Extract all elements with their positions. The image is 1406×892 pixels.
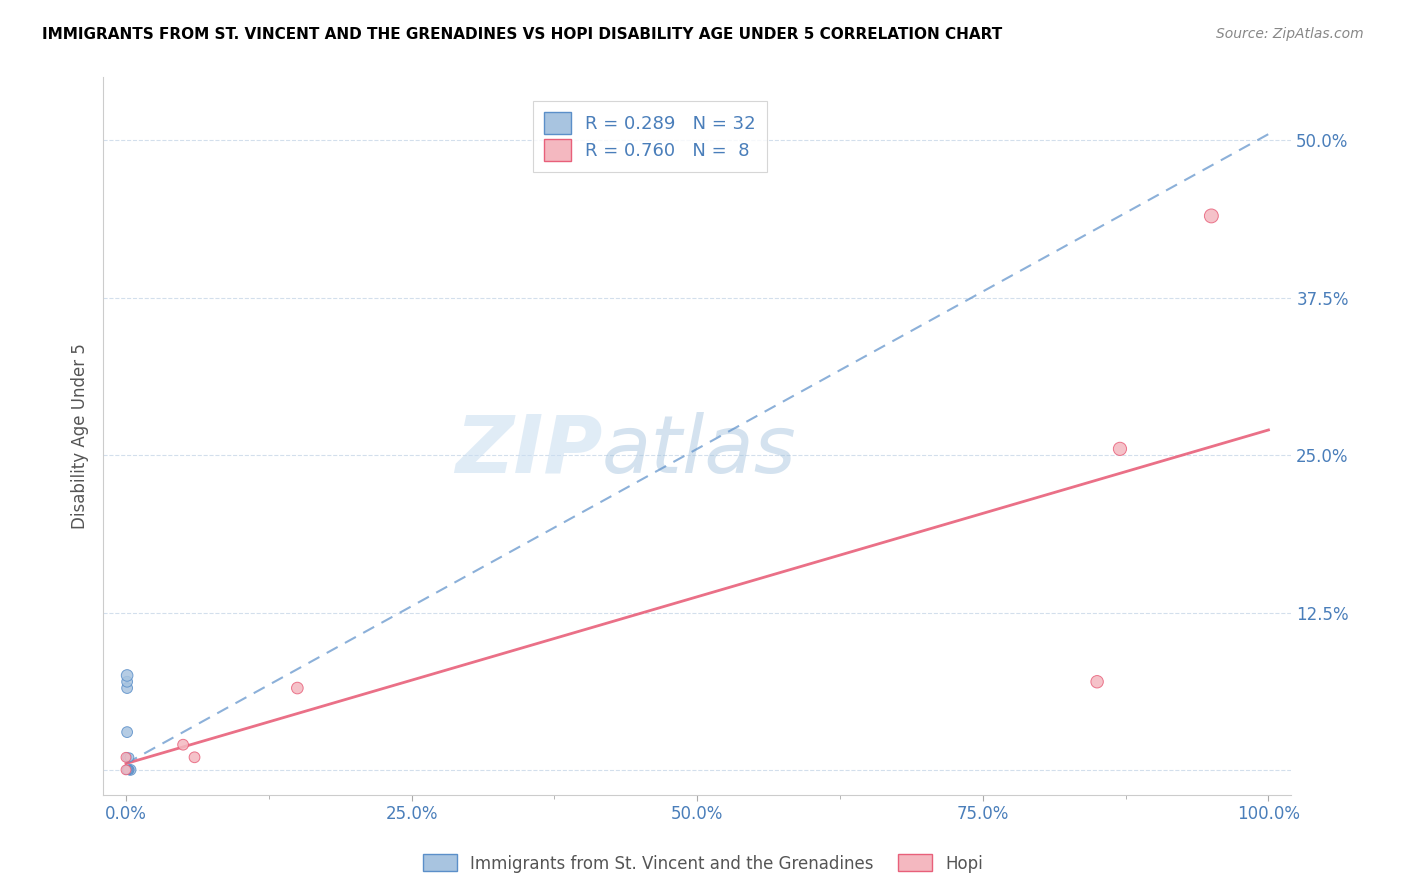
Point bbox=[117, 763, 139, 777]
Point bbox=[118, 763, 141, 777]
Point bbox=[115, 725, 138, 739]
Y-axis label: Disability Age Under 5: Disability Age Under 5 bbox=[72, 343, 89, 529]
Point bbox=[285, 681, 308, 695]
Point bbox=[115, 681, 138, 695]
Legend: Immigrants from St. Vincent and the Grenadines, Hopi: Immigrants from St. Vincent and the Gren… bbox=[416, 847, 990, 880]
Point bbox=[117, 763, 139, 777]
Point bbox=[118, 763, 141, 777]
Point bbox=[115, 674, 138, 689]
Point bbox=[172, 738, 194, 752]
Point bbox=[117, 763, 139, 777]
Point bbox=[118, 750, 141, 764]
Point bbox=[117, 763, 139, 777]
Text: Source: ZipAtlas.com: Source: ZipAtlas.com bbox=[1216, 27, 1364, 41]
Point bbox=[115, 750, 138, 764]
Point bbox=[1085, 674, 1108, 689]
Point bbox=[115, 763, 138, 777]
Point bbox=[1109, 442, 1132, 456]
Point bbox=[117, 763, 139, 777]
Text: IMMIGRANTS FROM ST. VINCENT AND THE GRENADINES VS HOPI DISABILITY AGE UNDER 5 CO: IMMIGRANTS FROM ST. VINCENT AND THE GREN… bbox=[42, 27, 1002, 42]
Point bbox=[117, 763, 139, 777]
Point bbox=[115, 763, 138, 777]
Point bbox=[115, 763, 138, 777]
Point bbox=[120, 763, 142, 777]
Point bbox=[115, 750, 138, 764]
Point bbox=[115, 750, 138, 764]
Text: ZIP: ZIP bbox=[454, 411, 602, 490]
Point bbox=[115, 668, 138, 682]
Point bbox=[115, 763, 138, 777]
Text: atlas: atlas bbox=[602, 411, 797, 490]
Point bbox=[1201, 209, 1223, 223]
Point bbox=[117, 763, 139, 777]
Point bbox=[115, 763, 138, 777]
Point bbox=[115, 763, 138, 777]
Point bbox=[115, 763, 138, 777]
Point bbox=[115, 763, 138, 777]
Point bbox=[117, 763, 139, 777]
Point bbox=[118, 763, 141, 777]
Point bbox=[115, 763, 138, 777]
Point bbox=[115, 763, 138, 777]
Point bbox=[183, 750, 205, 764]
Point bbox=[115, 763, 138, 777]
Point bbox=[117, 763, 139, 777]
Point bbox=[117, 763, 139, 777]
Legend: R = 0.289   N = 32, R = 0.760   N =  8: R = 0.289 N = 32, R = 0.760 N = 8 bbox=[533, 101, 766, 172]
Point bbox=[115, 763, 138, 777]
